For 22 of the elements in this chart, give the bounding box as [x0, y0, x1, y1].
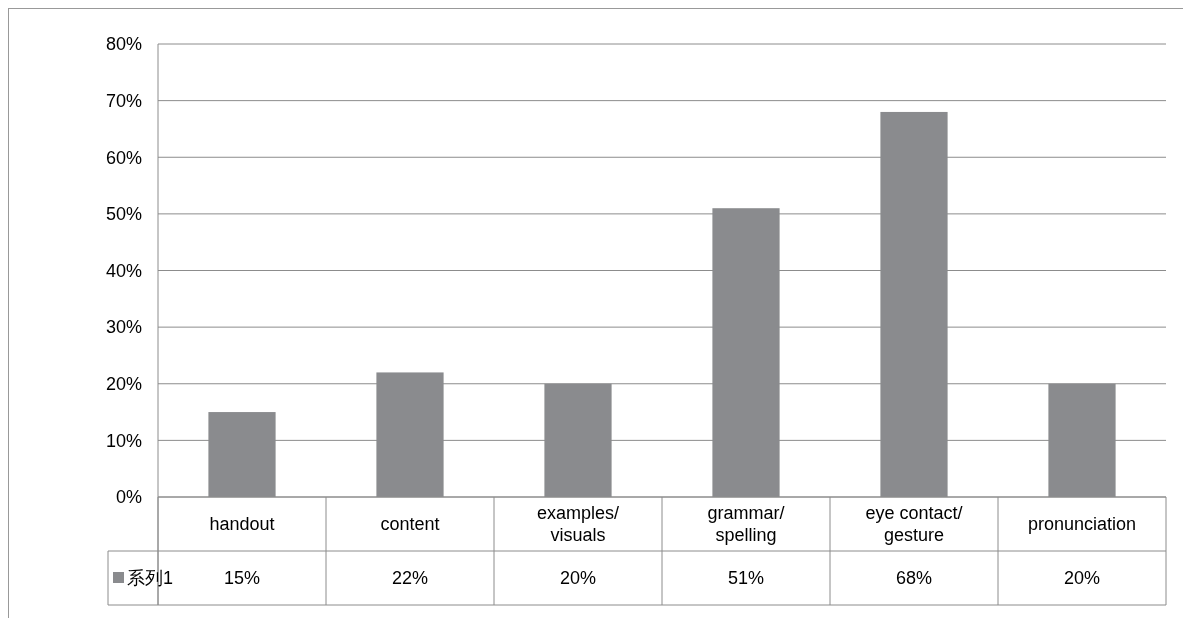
data-label: 20% — [559, 568, 597, 589]
data-label: 22% — [391, 568, 429, 589]
data-label: 15% — [223, 568, 261, 589]
y-tick-label: 50% — [105, 204, 142, 225]
data-label: 51% — [727, 568, 765, 589]
x-tick-label: pronunciation — [1027, 514, 1137, 535]
x-tick-label: examples/visuals — [536, 503, 620, 546]
y-tick-label: 30% — [105, 317, 142, 338]
legend-label: 系列1 — [127, 568, 174, 589]
x-tick-label: content — [380, 514, 440, 535]
y-tick-label: 80% — [105, 34, 142, 55]
data-label: 68% — [895, 568, 933, 589]
y-tick-label: 0% — [115, 487, 142, 508]
x-tick-label: eye contact/gesture — [865, 503, 963, 546]
x-tick-label: grammar/spelling — [707, 503, 785, 546]
x-tick-label: handout — [209, 514, 275, 535]
data-label: 20% — [1063, 568, 1101, 589]
y-tick-label: 10% — [105, 430, 142, 451]
y-tick-label: 70% — [105, 90, 142, 111]
y-tick-label: 40% — [105, 260, 142, 281]
y-tick-label: 20% — [105, 374, 142, 395]
y-tick-label: 60% — [105, 147, 142, 168]
